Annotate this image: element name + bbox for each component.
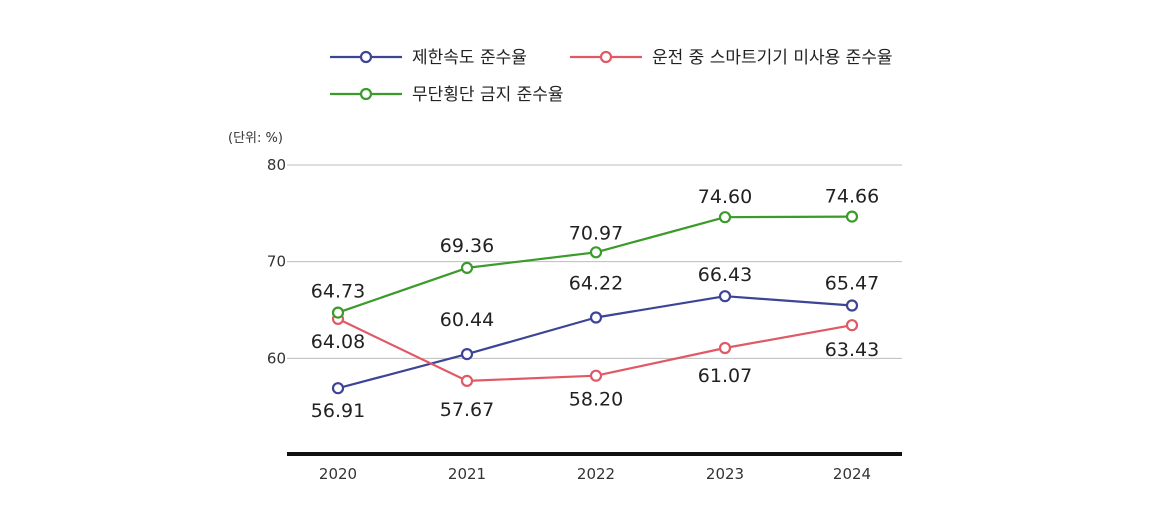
data-point <box>460 348 474 361</box>
x-tick-label: 2024 <box>833 465 871 483</box>
data-point <box>845 319 859 332</box>
legend-item: 무단횡단 금지 준수율 <box>330 85 564 105</box>
legend-label: 무단횡단 금지 준수율 <box>412 85 564 105</box>
x-tick-label: 2022 <box>577 465 615 483</box>
data-labels: 56.91 60.44 64.22 66.43 65.47 64.08 57.67 58.20… <box>311 186 879 423</box>
data-label: 57.67 <box>440 399 494 421</box>
legend-item: 운전 중 스마트기기 미사용 준수율 <box>570 48 893 68</box>
data-label: 65.47 <box>825 273 879 295</box>
data-label: 58.20 <box>569 389 623 411</box>
data-label: 64.73 <box>311 281 365 303</box>
legend-marker <box>359 50 373 64</box>
data-label: 66.43 <box>698 264 752 286</box>
data-point <box>331 382 345 395</box>
data-label: 70.97 <box>569 222 623 244</box>
y-tick-label: 60 <box>267 349 286 367</box>
data-point <box>460 374 474 387</box>
unit-label: (단위: %) <box>228 131 283 146</box>
data-label: 63.43 <box>825 339 879 361</box>
legend-label: 운전 중 스마트기기 미사용 준수율 <box>652 48 893 68</box>
data-point <box>718 211 732 224</box>
data-label: 60.44 <box>440 309 494 331</box>
y-tick-label: 70 <box>267 253 286 271</box>
gridlines <box>287 164 902 359</box>
data-point <box>589 311 603 324</box>
x-tick-label: 2023 <box>706 465 744 483</box>
y-tick-label: 80 <box>267 156 286 174</box>
x-axis-ticks: 2020 2021 2022 2023 2024 <box>319 465 871 483</box>
y-axis-ticks: 60 70 80 <box>267 156 286 367</box>
data-label: 56.91 <box>311 400 365 422</box>
x-tick-label: 2021 <box>448 465 486 483</box>
x-tick-label: 2020 <box>319 465 357 483</box>
series-points <box>331 210 859 395</box>
data-label: 64.08 <box>311 331 365 353</box>
data-label: 74.66 <box>825 186 879 208</box>
legend-marker <box>359 87 373 101</box>
data-point <box>845 299 859 312</box>
data-point <box>845 210 859 223</box>
data-point <box>460 261 474 274</box>
data-label: 74.60 <box>698 186 752 208</box>
data-label: 69.36 <box>440 235 494 257</box>
data-point <box>589 369 603 382</box>
legend-marker <box>599 50 613 64</box>
data-label: 64.22 <box>569 273 623 295</box>
data-point <box>718 290 732 303</box>
data-point <box>718 341 732 355</box>
data-label: 61.07 <box>698 365 752 387</box>
legend-item: 제한속도 준수율 <box>330 48 527 68</box>
legend-label: 제한속도 준수율 <box>412 48 527 68</box>
data-point <box>331 306 345 319</box>
data-point <box>589 246 603 259</box>
